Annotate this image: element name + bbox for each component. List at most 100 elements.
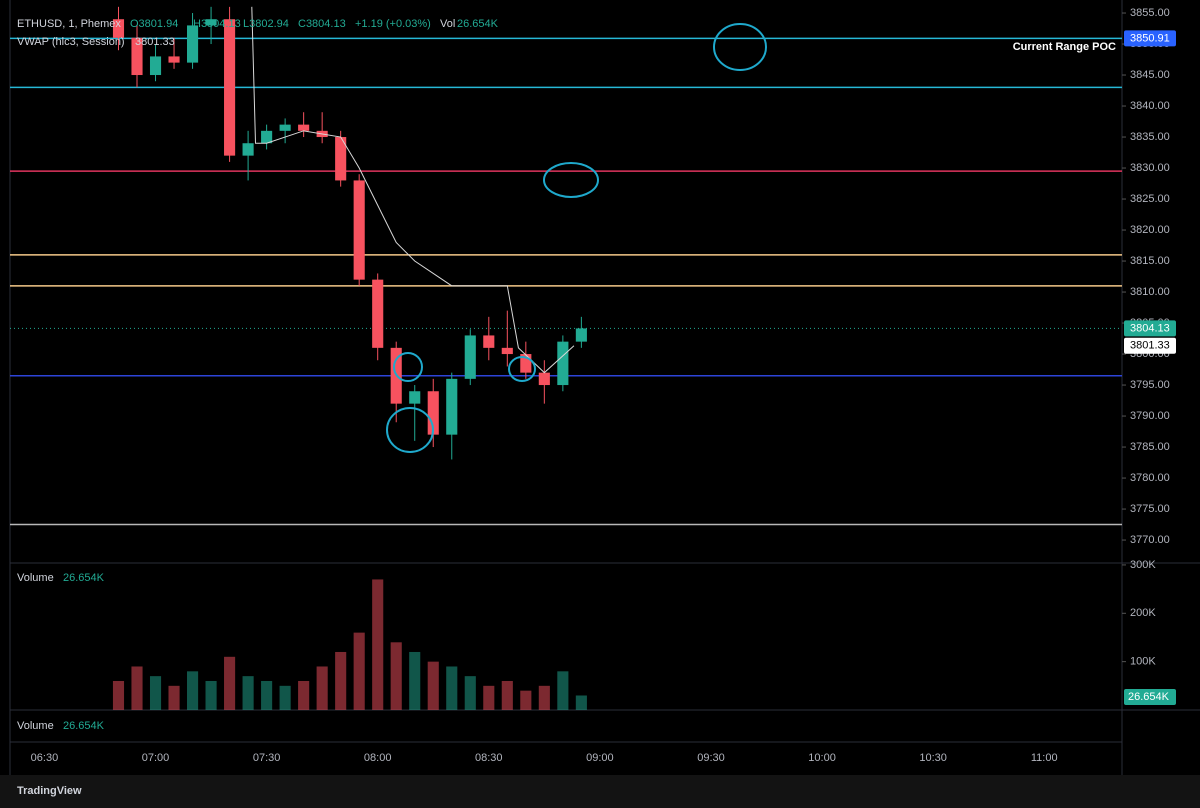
volume-bar [372,579,384,710]
volume-bar [131,666,143,710]
candle-body [279,124,291,131]
candle-body [335,137,347,181]
vwap-price-tag-bg [1124,337,1176,354]
y-tick-label: 3815.00 [1130,255,1170,267]
volume-bar [409,651,421,710]
x-tick-label: 09:00 [586,752,614,764]
annotation-circle [508,356,536,382]
candle-body [483,335,495,348]
volume-bar [335,651,347,710]
y-tick-label: 3825.00 [1130,193,1170,205]
volume-bar [557,671,569,710]
x-tick-label: 10:00 [808,752,836,764]
vwap-label[interactable]: VWAP (hlc3, Session) [17,36,125,48]
annotation-circle [543,162,599,198]
volume-tick-label: 200K [1130,607,1156,619]
ohlc-change: +1.19 (+0.03%) [355,18,431,30]
volume-bar [187,671,199,710]
volume-bar [205,680,217,710]
y-tick-label: 3820.00 [1130,224,1170,236]
y-tick-label: 3845.00 [1130,69,1170,81]
candle-body [446,378,458,435]
volume-bar [501,680,513,710]
x-tick-label: 08:30 [475,752,503,764]
brand[interactable]: TradingView [17,785,82,797]
x-tick-label: 09:30 [697,752,725,764]
x-tick-label: 06:30 [31,752,59,764]
y-tick-label: 3775.00 [1130,503,1170,515]
vwap-value: 3801.33 [135,36,175,48]
symbol[interactable]: ETHUSD, 1, Phemex [17,18,121,30]
volume-tick-label: 300K [1130,559,1156,571]
candle-body [557,341,569,386]
candle-body [168,56,180,63]
annotation-circle [393,352,423,382]
candle-body [538,372,550,386]
volume-last: 26.654K [63,720,105,732]
volume-bar [298,680,310,710]
poc-label: Current Range POC [1013,41,1116,53]
candle-body [353,180,365,280]
y-tick-label: 3810.00 [1130,286,1170,298]
volume-bar [261,680,273,710]
vwap-price-tag: 3801.33 [1130,340,1170,352]
candle-body [409,391,421,404]
y-tick-label: 3785.00 [1130,441,1170,453]
volume-tag-bg [1124,689,1176,705]
volume-title: Volume [17,572,54,584]
ohlc-low: L3802.94 [243,18,289,30]
candle-body [464,335,476,379]
candle-body [112,19,125,38]
candle-body [372,279,384,348]
volume-bar [427,661,439,710]
vol-label: Vol [440,18,455,30]
annotation-circle [713,23,767,71]
poc-price-tag: 3850.91 [1130,32,1170,44]
y-tick-label: 3855.00 [1130,7,1170,19]
volume-title: Volume [17,720,54,732]
candle-body [205,19,217,26]
volume-bar [279,685,291,710]
ohlc-open: O3801.94 [130,18,178,30]
candle-body [575,328,587,342]
volume-bar [168,685,180,710]
y-tick-label: 3795.00 [1130,379,1170,391]
volume-bar [483,685,495,710]
volume-bar [242,676,254,710]
volume-bar [112,680,125,710]
candle-body [149,56,162,76]
x-tick-label: 07:00 [142,752,170,764]
volume-bar [149,676,162,710]
volume-bar [316,666,328,710]
candle-body [298,124,310,131]
x-tick-label: 11:00 [1031,752,1058,764]
volume-tag: 26.654K [1128,691,1170,703]
volume-tick-label: 100K [1130,656,1156,668]
volume-bar [446,666,458,710]
candle-body [520,354,532,373]
ohlc-close: C3804.13 [298,18,346,30]
y-tick-label: 3770.00 [1130,534,1170,546]
last-price-tag-bg [1124,320,1176,337]
y-tick-label: 3790.00 [1130,410,1170,422]
candle-body [187,25,199,63]
y-tick-label: 3780.00 [1130,472,1170,484]
candle-body [131,37,143,76]
volume-bar [353,632,365,710]
candle-body [501,347,513,355]
poc-price-tag-bg [1124,30,1176,47]
annotations [386,23,767,453]
candle-body [261,130,273,144]
volume-bar [575,695,587,710]
candle-body [224,19,236,156]
volume-bar [538,685,550,710]
volume-bar [464,676,476,710]
x-tick-label: 10:30 [919,752,947,764]
ohlc-high: H3804.13 [193,18,241,30]
plot: 3770.00 3775.00 3780.00 3785.00 3790.00 3795.… [10,6,1176,764]
vol-value: 26.654K [457,18,499,30]
x-tick-label: 07:30 [253,752,281,764]
x-tick-label: 08:00 [364,752,392,764]
